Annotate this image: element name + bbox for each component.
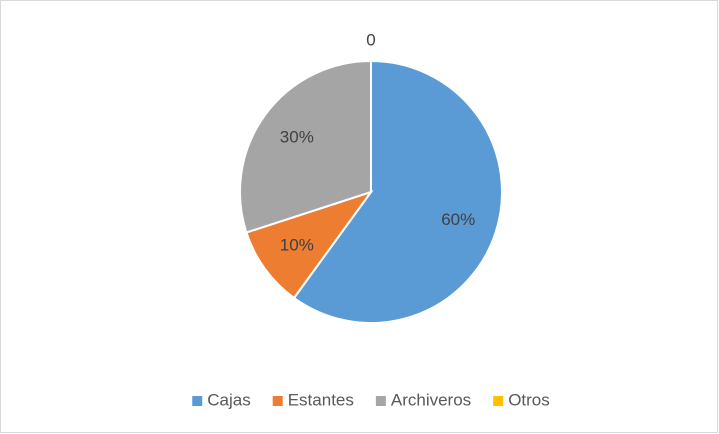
data-label: 10% [280, 235, 314, 254]
pie-slice [245, 190, 374, 300]
pie: 60% 10% 30% 0 [239, 30, 503, 324]
legend-swatch [192, 396, 203, 406]
legend-swatch [375, 396, 386, 406]
data-label: 60% [441, 210, 475, 229]
legend-label: Cajas [207, 390, 250, 409]
legend-swatch [272, 396, 283, 406]
legend-label: Otros [508, 390, 550, 409]
legend-label: Estantes [288, 390, 354, 409]
legend: Cajas Estantes Archiveros Otros [192, 390, 550, 409]
legend-label: Archiveros [391, 390, 471, 409]
pie-slice [239, 59, 372, 234]
data-label: 0 [366, 30, 375, 49]
pie-slice [292, 59, 503, 324]
data-label: 30% [280, 128, 314, 147]
legend-swatch [493, 396, 504, 406]
